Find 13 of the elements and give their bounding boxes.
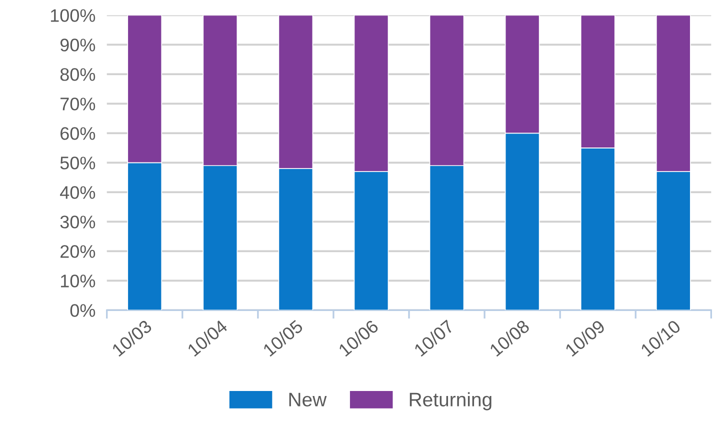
y-tick-label: 50% (60, 156, 96, 170)
y-tick-label: 100% (50, 9, 96, 22)
y-tick-label: 70% (60, 98, 96, 110)
y-tick-label: 10% (60, 274, 96, 288)
y-tick-label: 30% (60, 216, 96, 228)
y-tick-label: 90% (60, 38, 96, 52)
y-tick-label: 20% (60, 245, 96, 258)
legend-label: Returning (410, 392, 492, 410)
y-tick-label: 0% (70, 304, 96, 317)
y-tick-label: 60% (60, 127, 96, 140)
legend-label: New (289, 392, 327, 406)
y-tick-label: 40% (60, 186, 96, 199)
y-tick-label: 80% (60, 68, 96, 81)
